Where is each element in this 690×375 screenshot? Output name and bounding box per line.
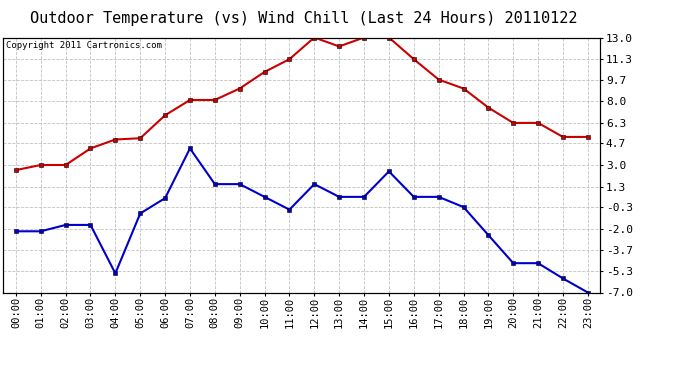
- Text: Outdoor Temperature (vs) Wind Chill (Last 24 Hours) 20110122: Outdoor Temperature (vs) Wind Chill (Las…: [30, 11, 578, 26]
- Text: Copyright 2011 Cartronics.com: Copyright 2011 Cartronics.com: [6, 41, 162, 50]
